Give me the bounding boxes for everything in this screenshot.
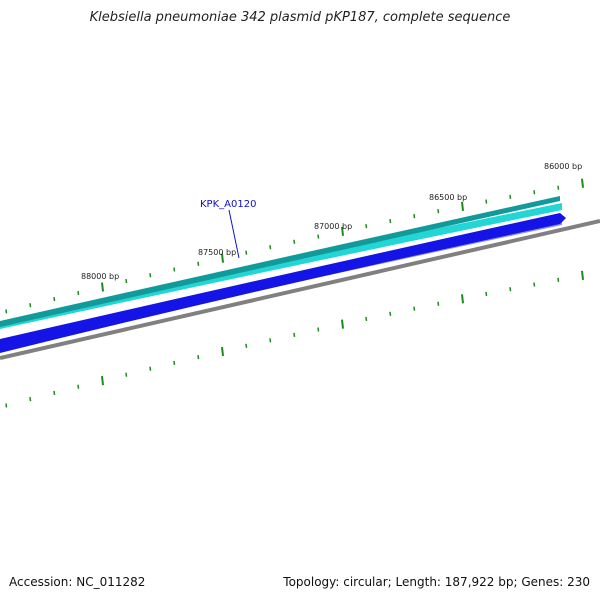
outer-tick: [581, 178, 584, 188]
outer-tick: [149, 273, 152, 278]
inner-tick: [389, 311, 392, 316]
inner-tick: [77, 384, 80, 389]
outer-tick: [125, 278, 128, 284]
gene-label-kpk-a0120[interactable]: KPK_A0120: [200, 199, 256, 210]
inner-tick-row: [5, 270, 584, 408]
outer-tick: [101, 282, 104, 292]
accession-label: Accession: NC_011282: [9, 575, 146, 589]
inner-tick: [461, 294, 464, 304]
inner-tick: [221, 346, 224, 357]
outer-tick: [413, 214, 416, 219]
outer-tick: [173, 267, 176, 272]
inner-tick: [197, 355, 200, 360]
inner-tick: [149, 366, 152, 371]
outer-tick: [509, 194, 512, 199]
scale-label-87000: 87000 bp: [314, 222, 352, 231]
inner-tick: [53, 390, 56, 395]
forward-strand-gene-light[interactable]: [0, 203, 562, 329]
gene-label-leader-line: [228, 209, 240, 259]
inner-tick: [341, 319, 344, 329]
outer-tick: [5, 309, 8, 314]
outer-tick: [317, 234, 320, 239]
inner-tick: [365, 316, 368, 322]
inner-tick: [293, 332, 296, 337]
outer-tick: [221, 253, 224, 263]
inner-tick: [245, 343, 248, 348]
inner-tick: [557, 277, 560, 282]
inner-tick: [29, 397, 32, 402]
outer-tick: [245, 250, 248, 255]
outer-tick: [29, 303, 32, 308]
outer-tick-row: [5, 178, 584, 314]
inner-tick: [173, 360, 176, 366]
outer-tick: [341, 226, 344, 236]
map-title: Klebsiella pneumoniae 342 plasmid pKP187…: [89, 10, 511, 25]
inner-tick: [509, 287, 512, 292]
outer-tick: [53, 296, 56, 302]
outer-tick: [365, 224, 368, 229]
outer-tick: [389, 218, 392, 224]
inner-tick: [485, 291, 488, 297]
outer-tick: [269, 245, 272, 250]
outer-tick: [197, 261, 200, 266]
scale-label-86000: 86000 bp: [544, 162, 582, 171]
inner-tick: [437, 301, 440, 306]
inner-tick: [125, 372, 128, 377]
inner-tick: [581, 270, 584, 280]
forward-strand-gene[interactable]: [0, 196, 560, 327]
sequence-backbone: [0, 219, 600, 360]
outer-tick: [77, 290, 80, 296]
inner-tick: [533, 282, 536, 287]
inner-tick: [413, 306, 416, 311]
outer-tick: [437, 209, 440, 214]
inner-tick: [317, 327, 320, 332]
scale-label-88000: 88000 bp: [81, 272, 119, 281]
outer-tick: [461, 201, 464, 211]
sequence-summary: Topology: circular; Length: 187,922 bp; …: [283, 575, 590, 589]
outer-tick: [293, 239, 296, 244]
outer-tick: [533, 190, 536, 195]
outer-tick: [485, 199, 488, 204]
inner-tick: [101, 376, 104, 386]
inner-tick: [269, 338, 272, 343]
inner-tick: [5, 403, 8, 408]
scale-label-87500: 87500 bp: [198, 248, 236, 257]
outer-tick: [557, 185, 560, 190]
reverse-strand-gene[interactable]: [0, 213, 566, 353]
scale-label-86500: 86500 bp: [429, 193, 467, 202]
